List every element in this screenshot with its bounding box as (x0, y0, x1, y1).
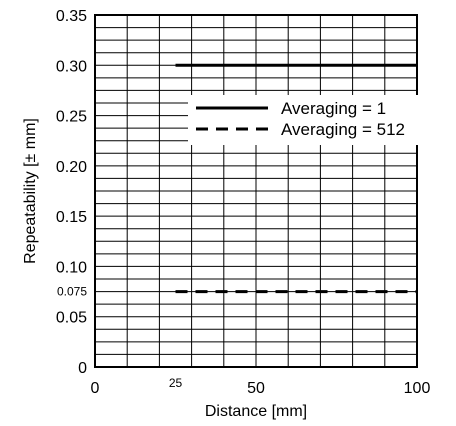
y-tick-label: 0.075 (57, 285, 87, 299)
legend-label-2: Averaging = 512 (281, 120, 405, 139)
y-axis-label: Repeatability [± mm] (22, 118, 39, 264)
x-tick-label: 25 (169, 376, 183, 390)
y-tick-label: 0.25 (56, 109, 87, 126)
y-tick-label: 0.05 (56, 310, 87, 327)
x-tick-label: 0 (91, 380, 100, 397)
y-axis-ticks: 0 0.05 0.075 0.10 0.15 0.20 0.25 0.30 0.35 (56, 8, 87, 377)
x-tick-label: 50 (247, 380, 265, 397)
chart-grid (95, 15, 417, 367)
y-tick-label: 0.30 (56, 58, 87, 75)
y-tick-label: 0.20 (56, 159, 87, 176)
x-axis-label: Distance [mm] (205, 403, 307, 420)
y-tick-label: 0.10 (56, 259, 87, 276)
x-tick-label: 100 (404, 380, 431, 397)
x-axis-ticks: 0 25 50 100 (91, 376, 431, 397)
y-tick-label: 0 (78, 360, 87, 377)
y-tick-label: 0.35 (56, 8, 87, 25)
y-tick-label: 0.15 (56, 209, 87, 226)
legend-box (188, 95, 433, 145)
legend-label-1: Averaging = 1 (281, 99, 386, 118)
plot-frame (94, 14, 418, 368)
series-layer (175, 63, 417, 294)
legend: Averaging = 1 Averaging = 512 (188, 95, 433, 145)
